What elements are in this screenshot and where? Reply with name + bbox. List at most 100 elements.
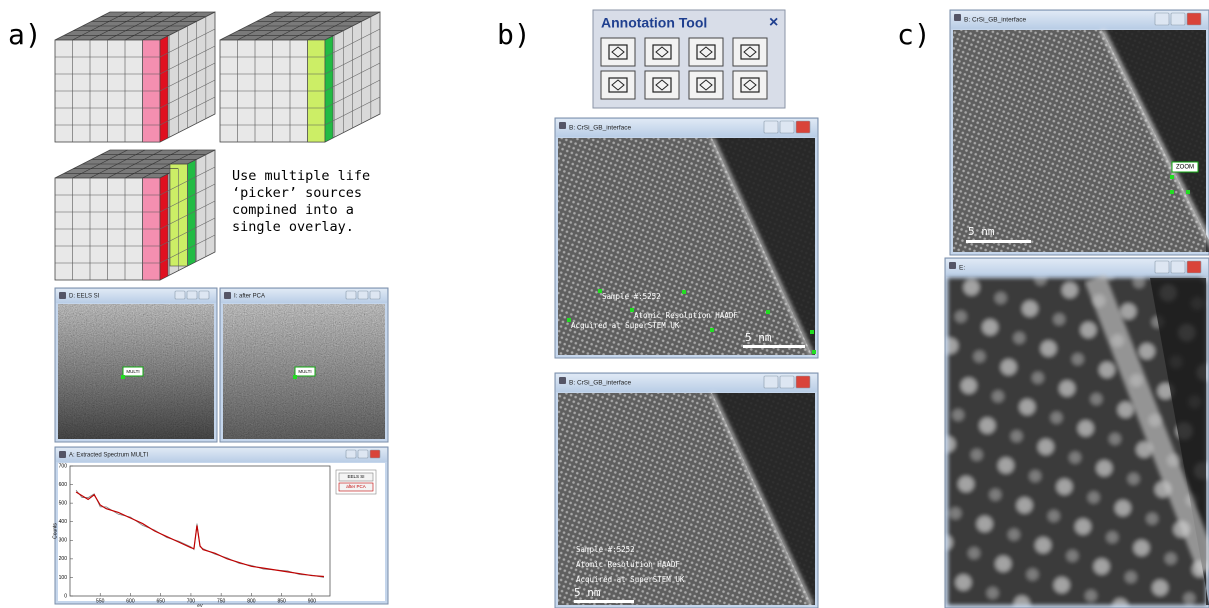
window-title: I: after PCA [234,294,265,300]
green-handle [630,308,634,312]
window-button[interactable] [346,291,356,299]
green-handle [598,289,602,293]
window-button[interactable] [370,450,380,458]
marker-label: MULTI [298,369,311,374]
tool-button[interactable] [601,38,635,66]
window-button[interactable] [796,376,810,388]
window-title: D: EELS SI [69,294,100,300]
y-tick-label: 400 [59,519,68,525]
green-handle [682,290,686,294]
green-handle [1170,175,1174,179]
x-tick-label: 650 [157,598,166,604]
x-tick-label: 900 [308,598,317,604]
x-tick-label: 800 [247,598,256,604]
green-handle [1170,190,1174,194]
image-annotation: Acquired at SuperSTEM UK [576,575,685,584]
window-button[interactable] [764,121,778,133]
y-tick-label: 100 [59,575,68,581]
window-button[interactable] [780,376,794,388]
window-button[interactable] [780,121,794,133]
window-button[interactable] [346,450,356,458]
x-tick-label: 850 [277,598,286,604]
y-tick-label: 700 [59,463,68,469]
y-tick-label: 200 [59,556,68,562]
app-icon [949,262,956,269]
app-icon [59,292,66,299]
window-button[interactable] [764,376,778,388]
legend-label: EELS SI [347,474,364,479]
x-tick-label: 600 [126,598,135,604]
marker-label: MULTI [126,369,139,374]
tool-title: Annotation Tool [601,15,707,31]
legend-label: after PCA [346,484,366,489]
tool-button[interactable] [689,71,723,99]
y-tick-label: 300 [59,538,68,544]
window-title: E: [959,265,965,272]
window-button[interactable] [1187,13,1201,25]
data-cube [55,12,215,142]
marker-handle [293,375,297,379]
caption-line: Use multiple life [232,168,370,184]
scale-bar [743,345,805,348]
image-annotation: 5 nm [745,331,772,344]
scale-bar [574,600,634,603]
window-button[interactable] [1171,261,1185,273]
data-cube [55,150,215,280]
caption-line: ‘picker’ sources [232,185,362,201]
panel-label: c) [897,18,931,51]
x-axis-label: eV [197,603,203,608]
scale-bar [966,240,1031,243]
window-button[interactable] [358,450,368,458]
image-annotation: Sample #:5252 [576,545,635,554]
y-tick-label: 600 [59,482,68,488]
window-button[interactable] [1155,261,1169,273]
caption-line: single overlay. [232,219,354,235]
window-title: B: CrSi_GB_interface [569,380,632,387]
window-button[interactable] [1155,13,1169,25]
window-title: A: Extracted Spectrum MULTI [69,453,149,459]
zoom-label: ZOOM [1176,165,1194,171]
figure: a) b) c) Use multiple life‘picker’ sourcesc… [0,0,1209,608]
panel-label: b) [497,18,531,51]
window-button[interactable] [370,291,380,299]
image-annotation: 5 nm [574,586,601,599]
green-handle [766,310,770,314]
window-button[interactable] [199,291,209,299]
green-handle [1186,190,1190,194]
app-icon [559,122,566,129]
panel-label: a) [8,18,42,51]
tool-button[interactable] [601,71,635,99]
caption-line: compined into a [232,202,354,218]
y-tick-label: 500 [59,500,68,506]
window-button[interactable] [1187,261,1201,273]
app-icon [559,377,566,384]
image-annotation: Atomic Resolution HAADF [576,560,680,569]
image-annotation: Acquired at SuperSTEM UK [571,321,680,330]
x-tick-label: 700 [187,598,196,604]
data-cube [220,12,380,142]
tool-button[interactable] [689,38,723,66]
green-handle [812,350,816,354]
window-title: B: CrSi_GB_interface [964,17,1027,24]
window-button[interactable] [358,291,368,299]
app-icon [224,292,231,299]
image-annotation: Sample #:5252 [602,292,661,301]
window-button[interactable] [1171,13,1185,25]
window-button[interactable] [187,291,197,299]
tool-button[interactable] [733,38,767,66]
y-tick-label: 0 [64,593,67,599]
app-icon [954,14,961,21]
slice-front [170,164,188,266]
tool-button[interactable] [733,71,767,99]
tool-button[interactable] [645,71,679,99]
window-button[interactable] [175,291,185,299]
window-button[interactable] [796,121,810,133]
image-annotation: 5 nm [968,225,995,238]
tool-close[interactable]: × [769,14,778,31]
window-title: B: CrSi_GB_interface [569,125,632,132]
marker-handle [121,375,125,379]
y-axis-label: Counts [52,523,58,539]
tool-button[interactable] [645,38,679,66]
green-handle [810,330,814,334]
x-tick-label: 750 [217,598,226,604]
